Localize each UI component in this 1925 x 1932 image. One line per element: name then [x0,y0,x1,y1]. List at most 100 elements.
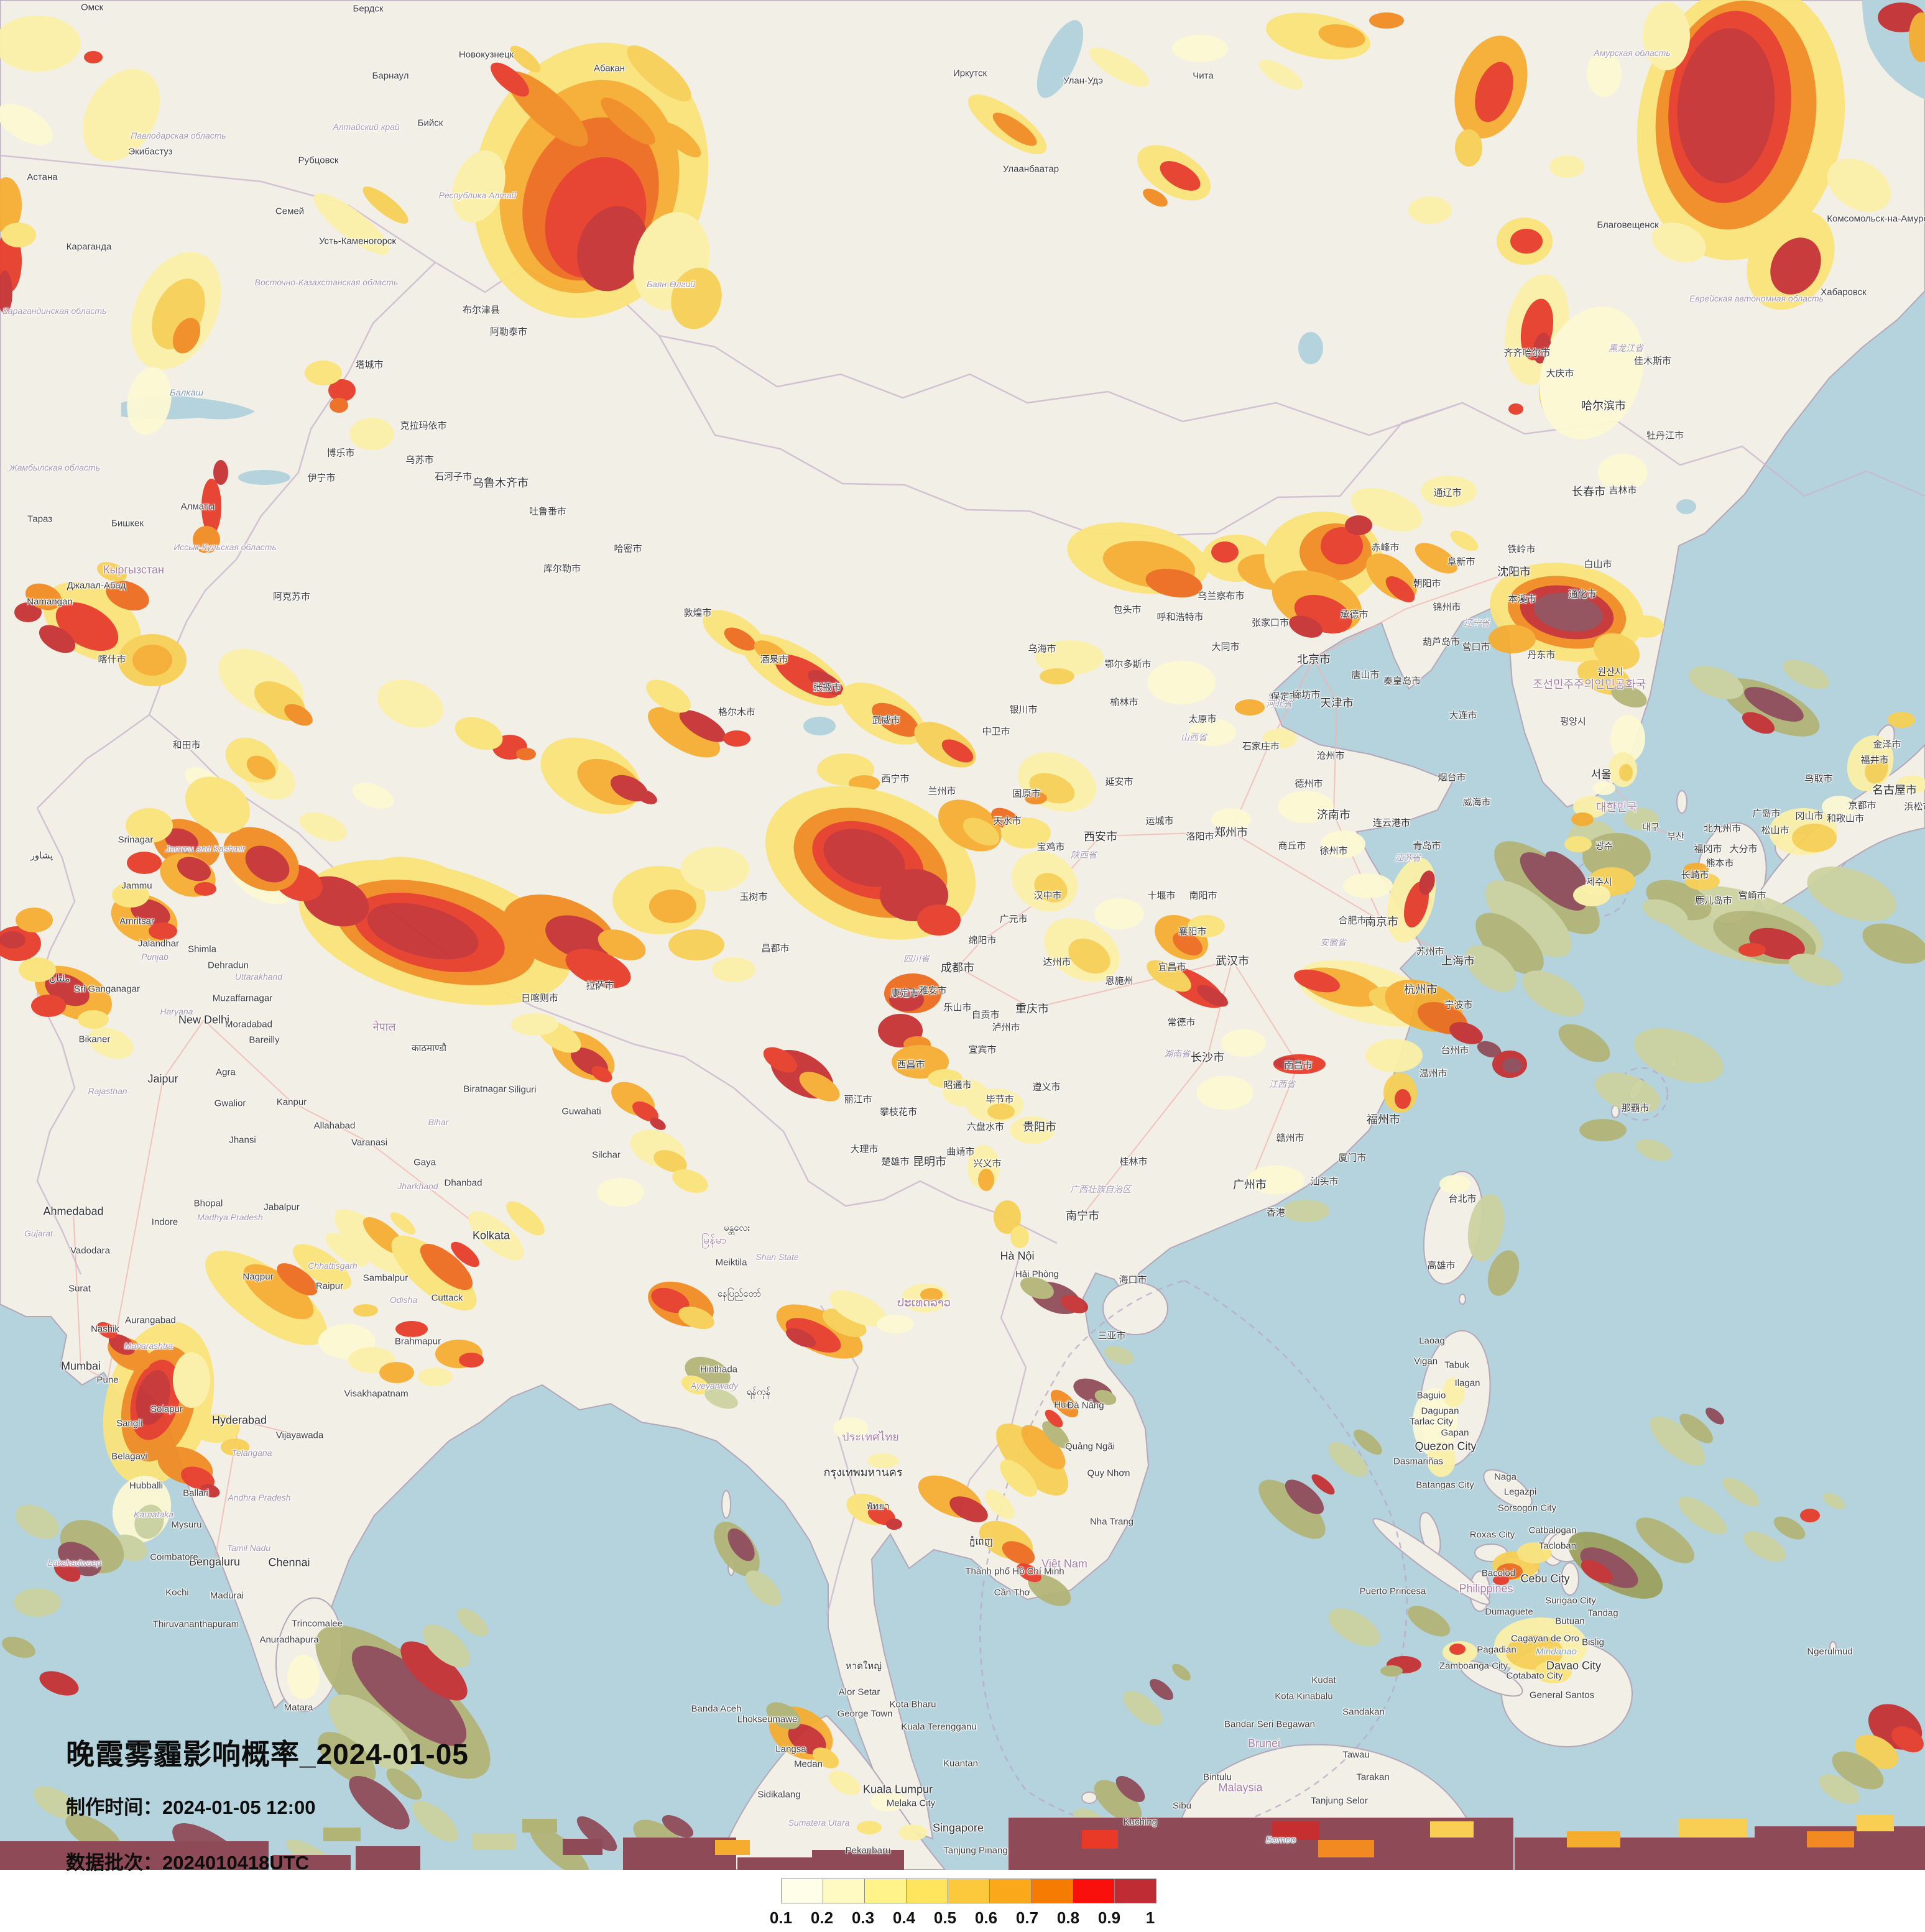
stripe-segment [1567,1831,1620,1847]
heat-blob [1115,1776,1145,1802]
heat-blob [823,829,905,887]
map-canvas: Омск Бердск Новокузнецк Барнаул Бийск Абакан Р… [0,0,1925,1874]
heat-blob [400,1641,468,1701]
heat-blob [1321,830,1365,858]
heat-blob [1258,60,1303,90]
heat-blob [1598,454,1648,491]
heat-blob [1365,1039,1423,1072]
heat-blob [1343,873,1393,898]
heat-blob [1147,661,1216,704]
heat-blob [678,1306,714,1330]
heat-blob [31,995,66,1017]
heat-blob [1594,633,1640,670]
heat-blob [1040,668,1074,684]
heat-blob [1045,1409,1063,1428]
heat-blob [106,580,149,611]
legend-cell [781,1879,823,1903]
legend-cell [907,1879,948,1903]
heat-blob [299,812,348,842]
heat-blob [390,1212,416,1235]
heat-blob [681,847,749,891]
heat-blob [785,1328,816,1348]
heat-blob [1258,1479,1326,1539]
haze-probability-overlay [0,0,1925,1870]
heat-blob [877,1315,914,1333]
heat-blob [1282,1200,1329,1222]
legend-cell [948,1879,990,1903]
heat-blob [822,1309,867,1337]
heat-blob [349,1775,410,1830]
heat-blob [1060,1295,1089,1313]
heat-blob [1408,196,1452,224]
border-pakistan-india [36,807,82,1275]
heat-blob [1050,1389,1079,1418]
stripe-segment [356,1846,420,1870]
heat-blob [318,1732,376,1784]
heat-blob [1564,836,1592,852]
stripe-segment [1679,1819,1747,1838]
heat-blob [653,1150,687,1172]
heat-blob [1455,129,1482,167]
heat-blob [576,1816,617,1852]
heat-blob [452,150,505,223]
road [1100,831,1232,837]
heat-blob [1419,870,1435,895]
heat-blob [627,45,691,102]
island-hainan [1102,1282,1168,1335]
island-leyte [1561,1562,1579,1596]
heat-blob [1475,913,1544,975]
heat-blob [1020,1277,1054,1299]
island-palawan [1372,1518,1490,1605]
heat-blob [601,98,655,145]
road [1082,960,1233,1216]
heat-blob [1533,592,1603,632]
heat-blob [598,929,646,960]
heat-blob [1770,237,1821,295]
heat-blob [200,1484,220,1497]
heat-blob [545,915,611,960]
heat-blob [949,1496,988,1522]
legend: 0.1 0.2 0.3 0.4 0.5 0.6 0.7 0.8 0.9 1 [0,1870,1925,1932]
heat-blob [941,739,974,763]
legend-colorbar [781,1879,1156,1903]
heat-blob [1643,2,1690,70]
heat-blob [1832,1751,1884,1790]
legend-tick: 0.3 [851,1908,875,1927]
heat-blob [1042,1421,1069,1448]
heat-blob [1450,530,1479,551]
heat-blob [455,717,503,750]
heat-blob [987,1103,1015,1120]
lake-baikal [1036,20,1084,98]
heat-blob [39,625,76,653]
heat-blob [766,1702,801,1729]
heat-blob [0,270,12,314]
heat-blob [1211,541,1239,563]
heat-blob [352,783,394,809]
heat-blob [422,1624,471,1668]
heat-blob [1385,576,1415,602]
heat-blob [1722,1477,1760,1507]
heat-blob [530,1825,589,1870]
heat-blob [362,186,409,224]
heat-blob [1634,1028,1724,1083]
heat-blob [1150,1678,1173,1701]
heat-blob [1160,161,1201,191]
heat-blob [1094,898,1144,929]
heat-blob [1172,35,1228,62]
heat-blob [1489,625,1536,653]
legend-cell [865,1879,907,1903]
heat-blob [112,883,149,908]
heat-blob [96,1322,118,1339]
heat-blob [134,1504,164,1539]
road [80,1019,205,1381]
heat-blob [108,1334,136,1355]
heat-blob [511,1013,558,1036]
heat-blob [328,379,356,402]
heat-blob [132,645,172,676]
heat-blob [1573,796,1608,818]
heat-blob [97,562,127,582]
lake-qinghai [803,717,836,735]
heat-blob [996,1424,1068,1496]
heat-blob [1328,1608,1380,1647]
heat-blob [1520,852,1587,911]
